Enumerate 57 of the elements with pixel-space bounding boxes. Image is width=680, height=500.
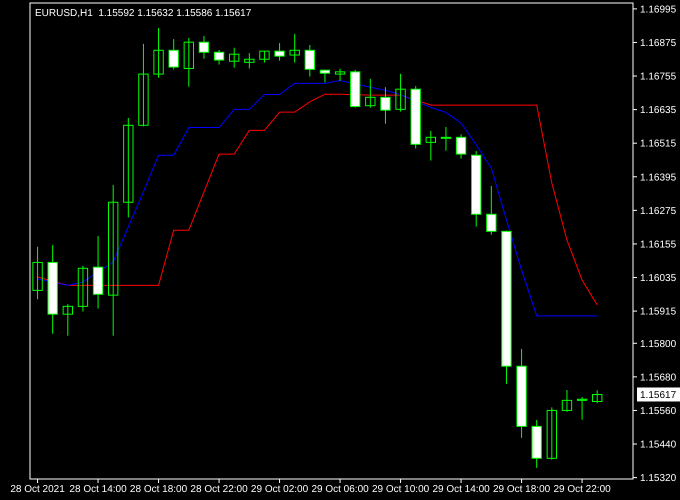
candlestick	[78, 265, 88, 312]
x-tick-label: 29 Oct 10:00	[372, 484, 430, 495]
candlestick	[214, 50, 224, 66]
candlestick	[184, 37, 194, 88]
y-tick-label: 1.15800	[640, 338, 677, 350]
text: 1.15617	[640, 390, 677, 401]
y-tick-label: 1.15440	[640, 440, 677, 451]
candlestick	[592, 390, 602, 404]
y-tick-label: 1.15915	[640, 306, 677, 318]
candlestick	[395, 73, 406, 112]
candlestick	[576, 396, 588, 420]
candlestick	[244, 52, 255, 69]
candlestick	[426, 130, 436, 162]
x-tick-label: 29 Oct 22:00	[553, 484, 612, 495]
candlestick	[198, 36, 210, 60]
candlestick	[108, 184, 118, 336]
candlestick	[290, 33, 300, 64]
candlestick	[456, 134, 466, 160]
x-tick-label: 29 Oct 18:00	[492, 484, 551, 495]
x-tick-label: 28 Oct 14:00	[69, 484, 128, 495]
y-tick-label: 1.15560	[640, 406, 677, 417]
y-tick-label: 1.16875	[640, 38, 677, 49]
candlestick	[562, 390, 572, 412]
y-tick-label: 1.16035	[640, 273, 677, 284]
candlestick	[365, 78, 376, 108]
candlestick	[153, 27, 164, 78]
candlestick	[274, 42, 285, 62]
x-tick-label: 29 Oct 02:00	[250, 484, 309, 495]
candlestick	[123, 118, 134, 218]
x-tick-label: 28 Oct 18:00	[130, 484, 188, 495]
candlestick	[168, 38, 179, 70]
candlestick	[320, 69, 330, 83]
y-tick-label: 1.16275	[640, 206, 677, 217]
y-tick-label: 1.16995	[640, 4, 677, 16]
y-tick-label: 1.15320	[640, 473, 677, 484]
candlestick	[62, 304, 73, 336]
candlestick	[304, 44, 316, 78]
y-tick-label: 1.16515	[640, 138, 677, 150]
candlestick	[229, 47, 240, 68]
y-tick-label: 1.16755	[640, 72, 677, 83]
y-tick-label: 1.16635	[640, 105, 677, 116]
x-tick-label: 29 Oct 06:00	[311, 484, 370, 495]
x-tick-label: 28 Oct 2021	[10, 484, 66, 495]
candlestick	[546, 406, 558, 460]
candlestick	[259, 50, 270, 64]
candlestick	[32, 246, 43, 300]
candlestick	[380, 86, 391, 124]
y-tick-label: 1.15680	[640, 372, 677, 384]
candlestick	[440, 126, 452, 152]
candlestick	[138, 43, 149, 127]
y-tick-label: 1.16155	[640, 239, 677, 250]
x-tick-label: 28 Oct 22:00	[190, 484, 248, 495]
y-tick-label: 1.16395	[640, 172, 677, 184]
candlestick	[486, 186, 497, 236]
candlestick	[334, 68, 346, 82]
x-tick-label: 29 Oct 14:00	[432, 484, 490, 495]
text: EURUSD,H1 1.15592 1.15632 1.15586 1.15617	[35, 8, 252, 19]
